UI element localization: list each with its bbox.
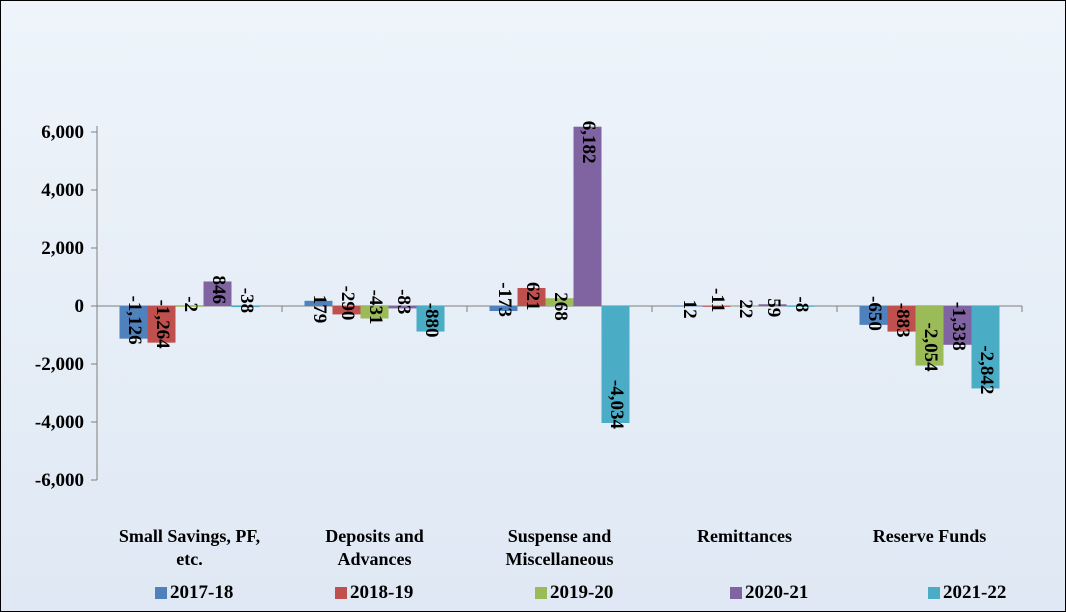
data-label: 846 <box>208 275 229 304</box>
legend-label: 2021-22 <box>943 582 1006 603</box>
data-label: 22 <box>735 299 756 318</box>
data-label: 268 <box>550 292 571 321</box>
legend-label: 2019-20 <box>550 582 613 603</box>
bar <box>332 306 361 315</box>
data-label: -173 <box>494 282 515 317</box>
data-label: 621 <box>522 282 543 311</box>
y-tick-label: 0 <box>75 296 85 317</box>
bar <box>360 306 389 319</box>
legend-swatch <box>535 587 547 599</box>
bar <box>943 306 972 345</box>
bar <box>601 306 630 423</box>
data-label: 12 <box>679 300 700 319</box>
y-tick-label: -6,000 <box>35 470 84 491</box>
category-label: Suspense and <box>508 526 612 546</box>
data-label: -1,126 <box>124 296 145 345</box>
category-label: Miscellaneous <box>506 549 614 569</box>
data-labels: -1,126 -1,264 -2 846 -38 179 -290 -431 -83 -880 -1… <box>124 121 997 430</box>
legend-swatch <box>335 587 347 599</box>
legend-swatch <box>928 587 940 599</box>
category-label: Reserve Funds <box>873 526 987 546</box>
legend-label: 2018-19 <box>350 582 413 603</box>
legend-swatch <box>730 587 742 599</box>
bar <box>674 305 703 307</box>
bars <box>119 126 1000 423</box>
bar <box>915 306 944 366</box>
category-label: etc. <box>176 549 202 569</box>
y-tick-label: 2,000 <box>41 238 84 259</box>
data-label: -2 <box>180 296 201 312</box>
data-label: -2,842 <box>976 345 997 394</box>
bar <box>231 306 260 308</box>
y-tick-label: 6,000 <box>41 122 84 143</box>
bar <box>388 306 417 309</box>
bar <box>971 306 1000 389</box>
legend-swatch <box>155 587 167 599</box>
data-label: -883 <box>892 303 913 338</box>
data-label: -650 <box>864 296 885 331</box>
legend-label: 2017-18 <box>170 582 233 603</box>
bar <box>573 126 602 306</box>
category-label: Advances <box>337 549 411 569</box>
data-label: 179 <box>309 295 330 324</box>
bar <box>702 306 731 307</box>
y-tick-label: -2,000 <box>35 354 84 375</box>
data-label: -290 <box>337 286 358 321</box>
bar <box>786 306 815 307</box>
data-label: -431 <box>365 290 386 325</box>
bar <box>147 306 176 343</box>
data-label: -1,338 <box>948 302 969 351</box>
category-label: Remittances <box>697 526 792 546</box>
y-tick-label: 4,000 <box>41 180 84 201</box>
bar <box>517 287 546 306</box>
data-label: -83 <box>393 289 414 314</box>
legend-label: 2020-21 <box>745 582 808 603</box>
data-label: -38 <box>236 288 257 313</box>
bar <box>416 306 445 332</box>
legend: 2017-18 2018-19 2019-20 2020-21 2021-22 <box>155 582 1006 603</box>
bar <box>758 304 787 306</box>
bar <box>887 306 916 332</box>
data-label: -880 <box>421 303 442 338</box>
data-label: 6,182 <box>578 121 599 164</box>
y-tick-label: -4,000 <box>35 412 84 433</box>
data-label: -1,264 <box>152 300 173 350</box>
data-label: -11 <box>707 288 728 312</box>
bar <box>175 306 204 307</box>
data-label: -4,034 <box>606 380 627 430</box>
bar <box>119 306 148 339</box>
bar <box>203 281 232 306</box>
bar <box>859 306 888 325</box>
data-label: 59 <box>763 298 784 317</box>
data-label: -2,054 <box>920 322 941 372</box>
category-labels: Small Savings, PF, etc. Deposits and Advanc… <box>119 526 986 569</box>
bar <box>489 306 518 312</box>
category-label: Deposits and <box>325 526 424 546</box>
bar <box>730 305 759 307</box>
data-label: -8 <box>791 296 812 312</box>
bar <box>545 298 574 306</box>
category-label: Small Savings, PF, <box>119 526 260 546</box>
bar <box>304 300 333 306</box>
